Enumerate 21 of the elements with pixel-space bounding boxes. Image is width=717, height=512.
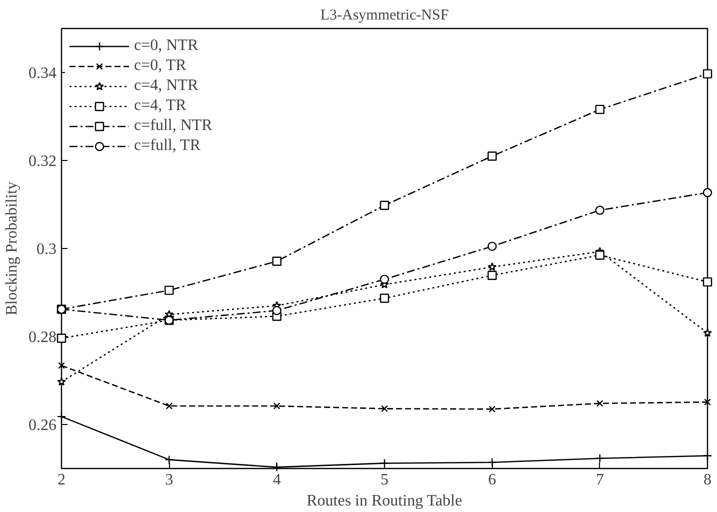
y-tick-label: 0.3: [36, 241, 56, 258]
y-tick-label: 0.34: [28, 65, 56, 82]
legend-label: c=0, TR: [134, 57, 186, 75]
x-tick-label: 4: [272, 472, 281, 488]
chart-title: L3-Asymmetric-NSF: [320, 8, 449, 24]
y-tick-label: 0.26: [28, 417, 56, 434]
y-tick-label: 0.28: [28, 329, 56, 346]
legend-label: c=4, NTR: [134, 77, 198, 95]
x-tick-label: 3: [165, 472, 174, 488]
legend-label: c=0, NTR: [134, 37, 198, 55]
x-tick-label: 5: [380, 472, 388, 488]
x-tick-label: 8: [704, 472, 712, 488]
legend-label: c=full, TR: [134, 137, 200, 155]
legend-label: c=full, NTR: [134, 117, 212, 135]
x-axis-title: Routes in Routing Table: [306, 492, 462, 510]
y-axis-title: Blocking Probability: [4, 182, 20, 316]
y-tick-label: 0.32: [28, 153, 56, 170]
x-tick-label: 7: [596, 472, 604, 488]
x-tick-label: 2: [58, 472, 66, 488]
x-tick-label: 6: [488, 472, 496, 488]
legend-label: c=4, TR: [134, 97, 186, 115]
